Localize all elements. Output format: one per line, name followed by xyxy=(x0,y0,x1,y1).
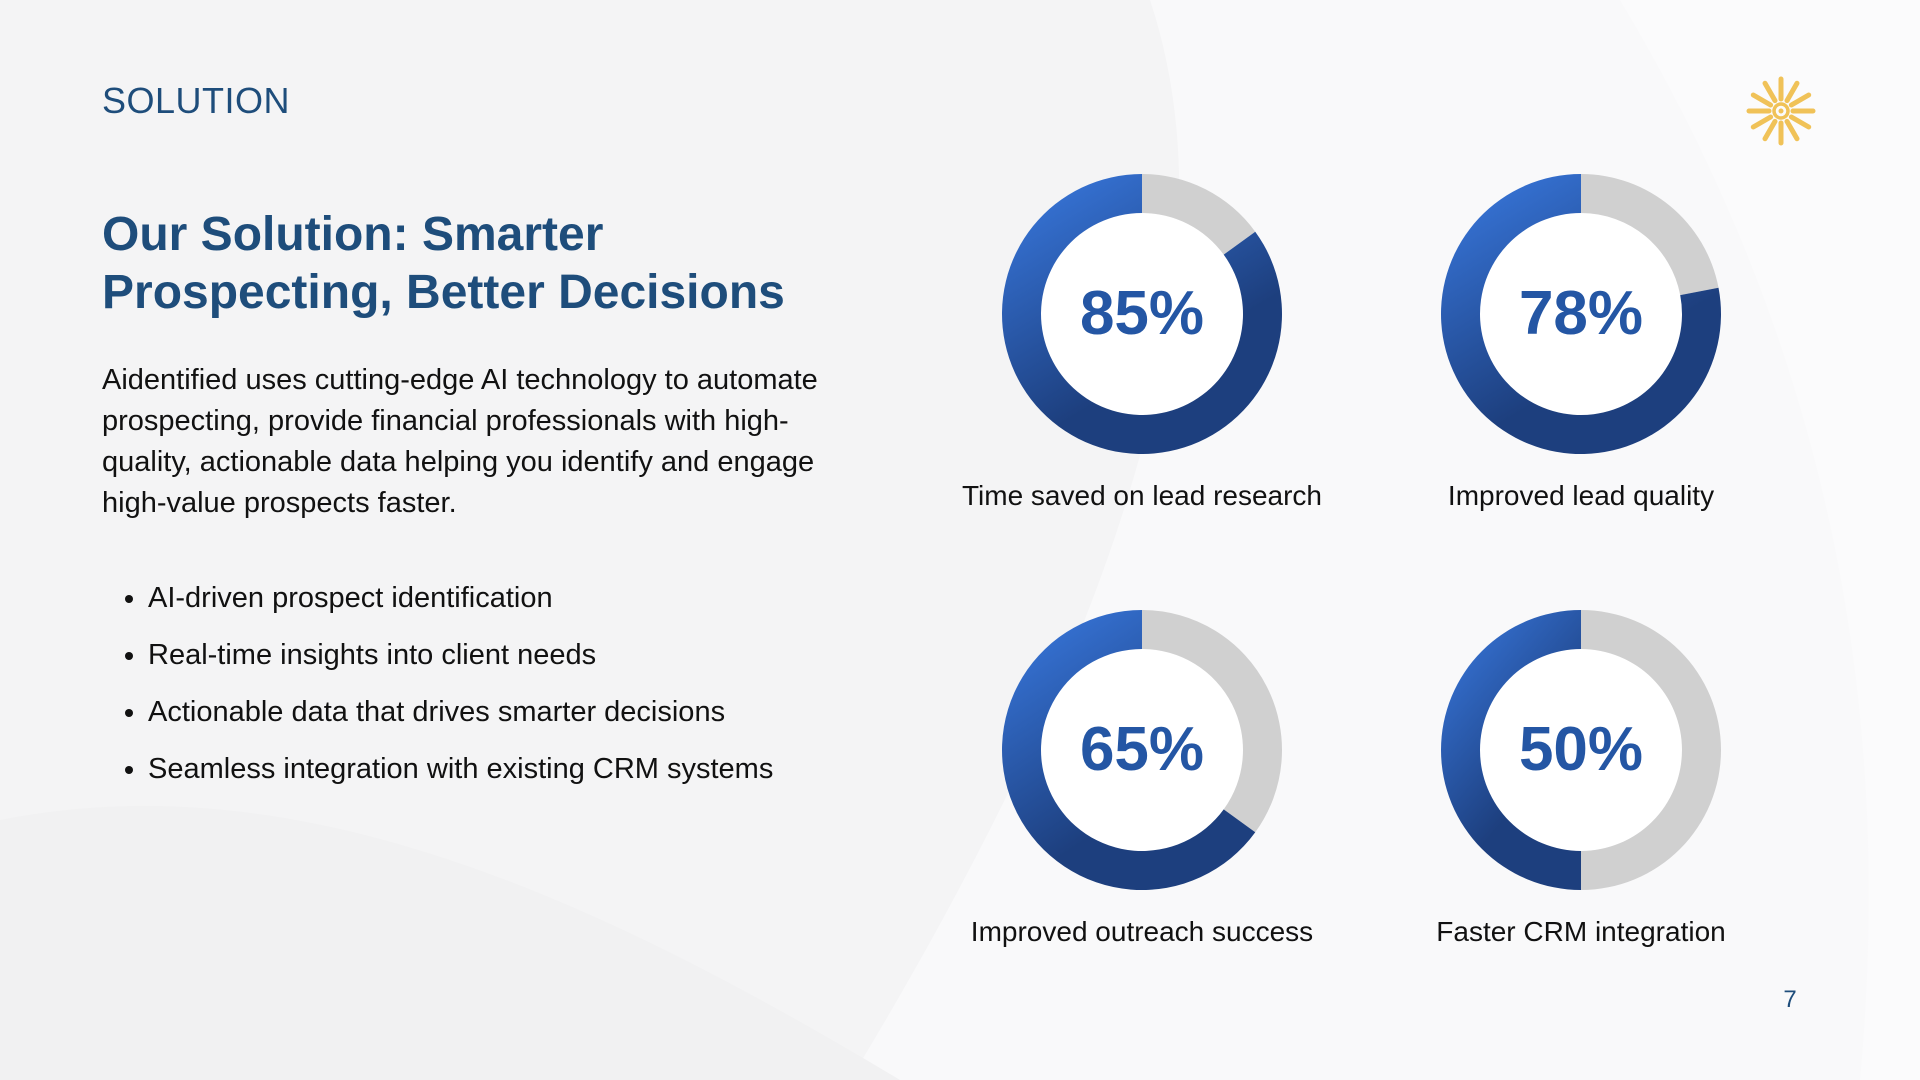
intro-paragraph: Aidentified uses cutting-edge AI technol… xyxy=(102,364,818,519)
donut-center xyxy=(1480,649,1682,851)
donut-value-arc xyxy=(1001,610,1256,890)
feature-item: AI-driven prospect identification xyxy=(148,580,908,616)
donut-chart xyxy=(1441,610,1721,890)
donut-track xyxy=(1142,610,1282,833)
logo-ray xyxy=(1750,114,1774,130)
donut-caption: Improved outreach success xyxy=(970,916,1314,947)
headline-line-2: Prospecting, Better Decisions xyxy=(102,266,785,319)
logo-ray xyxy=(1784,80,1800,104)
donut-caption: Faster CRM integration xyxy=(1436,916,1726,947)
headline-line-1: Our Solution: Smarter xyxy=(102,208,604,261)
page-number: 7 xyxy=(1783,986,1797,1013)
donut-chart xyxy=(1001,174,1282,454)
logo-ray xyxy=(1750,92,1774,108)
donut-chart xyxy=(1440,174,1721,454)
donut-center xyxy=(1041,213,1243,415)
stat-card-lead-quality: 78% Improved lead quality xyxy=(1371,174,1791,594)
donut-value-label: 50% xyxy=(1518,715,1644,784)
headline: Our Solution: Smarter Prospecting, Bette… xyxy=(102,206,862,322)
donut-value-label: 65% xyxy=(1079,715,1205,784)
donut-center xyxy=(1041,649,1243,851)
donut-value-arc xyxy=(1441,610,1581,890)
feature-list: AI-driven prospect identification Real-t… xyxy=(120,580,908,808)
logo-ray xyxy=(1784,118,1800,142)
donut-caption: Time saved on lead research xyxy=(961,480,1323,511)
donut-track xyxy=(1142,174,1256,255)
stat-card-outreach-success: 65% Improved outreach success xyxy=(932,610,1352,1030)
stat-card-lead-research: 85% Time saved on lead research xyxy=(932,174,1352,594)
logo-ray xyxy=(1762,80,1778,104)
donut-caption: Improved lead quality xyxy=(1447,480,1715,511)
donut-track xyxy=(1581,174,1719,296)
feature-item: Real-time insights into client needs xyxy=(148,637,908,673)
logo-ray xyxy=(1762,118,1778,142)
stat-card-crm-integration: 50% Faster CRM integration xyxy=(1371,610,1791,1030)
donut-value-label: 85% xyxy=(1079,279,1205,348)
logo-ray xyxy=(1788,114,1812,130)
donut-chart xyxy=(1001,610,1282,890)
feature-item: Seamless integration with existing CRM s… xyxy=(148,751,908,787)
donut-track xyxy=(1581,610,1721,890)
donut-center xyxy=(1480,213,1682,415)
logo-ray xyxy=(1788,92,1812,108)
donut-value-label: 78% xyxy=(1518,279,1644,348)
feature-item: Actionable data that drives smarter deci… xyxy=(148,694,908,730)
section-label: SOLUTION xyxy=(102,80,291,121)
sunburst-logo-icon xyxy=(1746,76,1816,146)
